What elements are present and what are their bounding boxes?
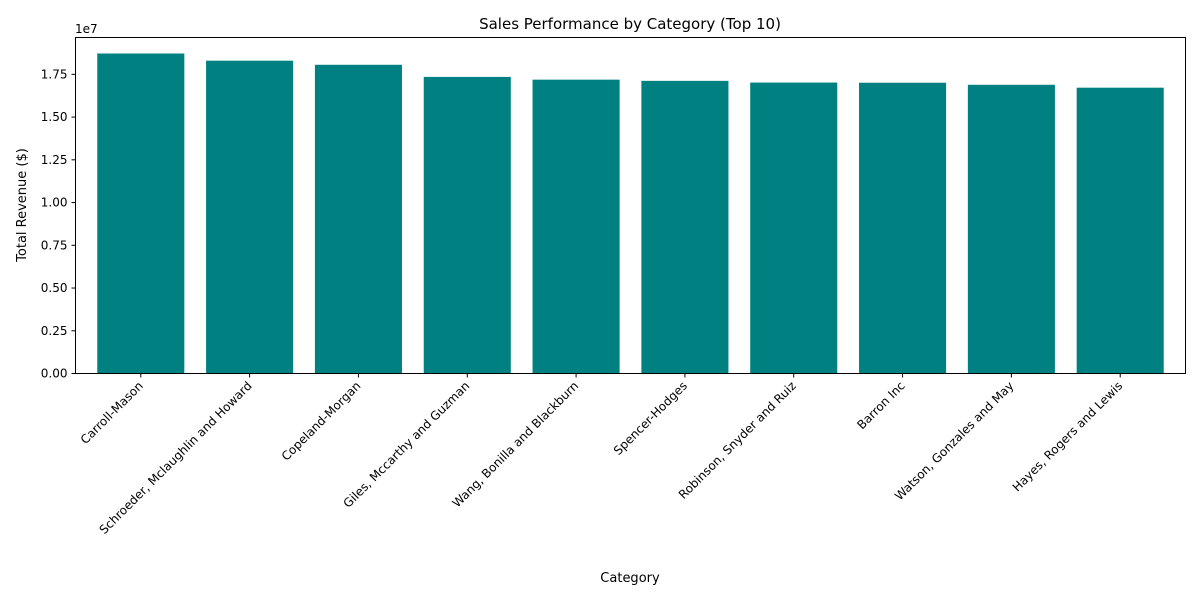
x-tick-label: Copeland-Morgan [279,379,364,464]
y-tick-label: 0.50 [41,281,68,295]
x-tick-label: Watson, Gonzales and May [892,379,1016,503]
x-tick-label: Spencer-Hodges [611,379,690,458]
y-tick-label: 1.75 [41,67,68,81]
bar-4 [532,79,620,374]
x-tick-label: Barron Inc [854,379,907,432]
y-axis-offset-label: 1e7 [75,22,98,36]
y-tick-label: 0.25 [41,324,68,338]
y-axis-ticks: 0.00 0.25 0.50 0.75 1.00 1.25 1.50 1.75 [41,67,76,381]
bar-5 [641,80,729,374]
bar-0 [97,53,185,374]
x-axis-label: Category [600,571,660,586]
x-tick-label: Carroll-Mason [78,379,146,447]
bars-group [97,53,1164,374]
y-tick-label: 1.25 [41,153,68,167]
y-tick-label: 1.00 [41,196,68,210]
plot-frame [75,37,1186,374]
y-tick-label: 0.00 [41,367,68,381]
bar-3 [423,76,511,374]
bar-9 [1076,87,1164,374]
y-axis-label: Total Revenue ($) [15,148,30,263]
x-tick-label: Wang, Bonilla and Blackburn [450,379,582,511]
bar-1 [206,60,294,374]
x-tick-label: Hayes, Rogers and Lewis [1010,379,1126,495]
y-tick-label: 1.50 [41,110,68,124]
x-tick-label: Giles, Mccarthy and Guzman [340,379,472,511]
chart-title: Sales Performance by Category (Top 10) [479,15,781,33]
bar-7 [859,82,947,374]
bar-6 [750,82,838,374]
y-tick-label: 0.75 [41,238,68,252]
bar-2 [314,64,402,374]
x-tick-label: Robinson, Snyder and Ruiz [676,379,799,502]
bar-8 [967,84,1055,374]
